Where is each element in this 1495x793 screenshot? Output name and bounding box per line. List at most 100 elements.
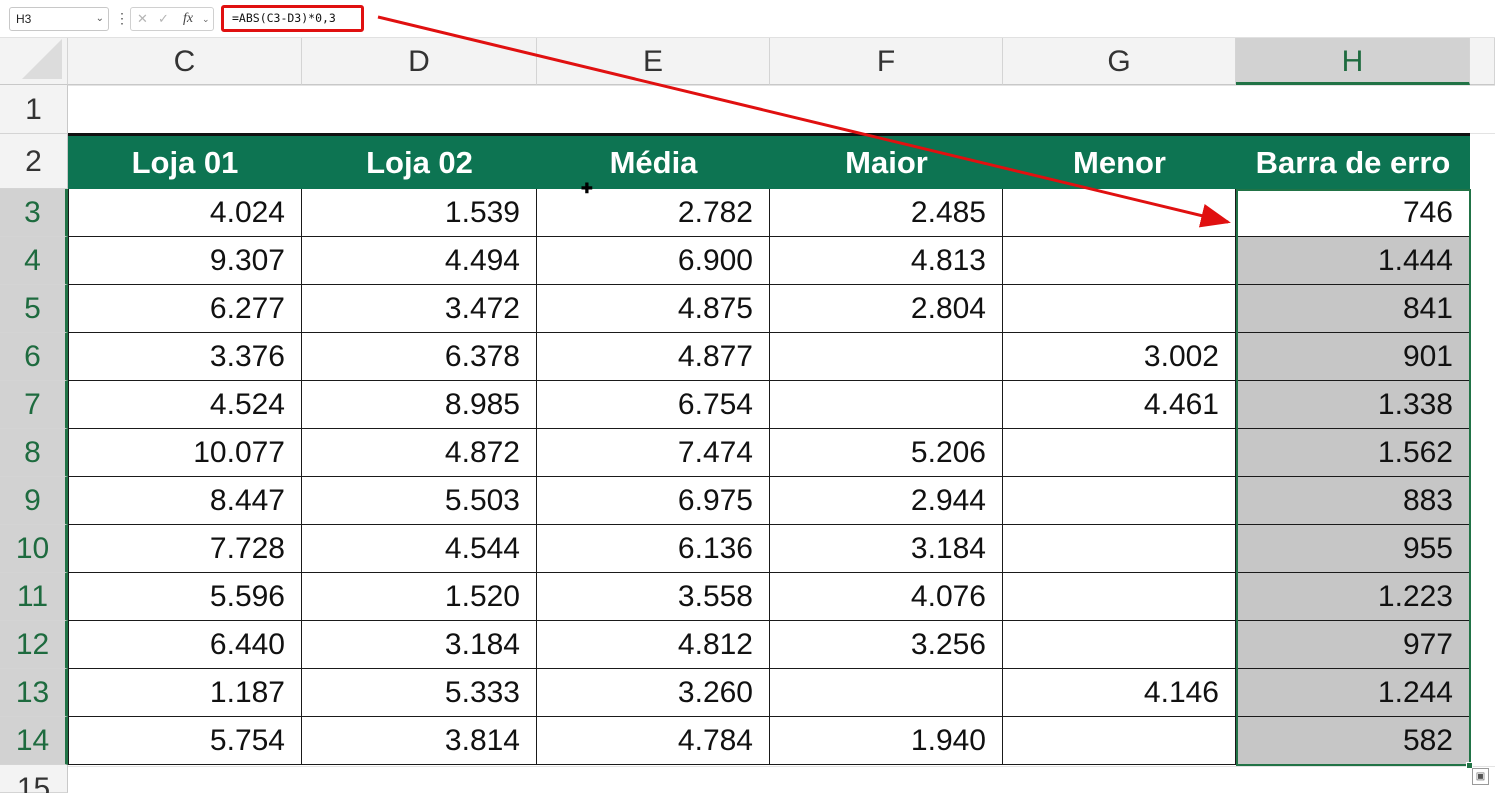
table-cell[interactable]: 4.524 [68, 381, 302, 429]
table-header-cell[interactable]: Barra de erro [1236, 136, 1470, 189]
table-cell[interactable]: 746 [1236, 189, 1470, 237]
table-cell[interactable]: 883 [1236, 477, 1470, 525]
table-cell[interactable]: 1.562 [1236, 429, 1470, 477]
table-cell[interactable] [1003, 621, 1236, 669]
table-cell[interactable]: 4.872 [302, 429, 537, 477]
column-header-e[interactable]: E [537, 38, 770, 85]
table-cell[interactable]: 7.728 [68, 525, 302, 573]
table-cell[interactable]: 4.024 [68, 189, 302, 237]
row-header-4[interactable]: 4 [0, 237, 68, 285]
table-cell[interactable] [770, 669, 1003, 717]
table-cell[interactable]: 4.494 [302, 237, 537, 285]
table-cell[interactable] [1003, 573, 1236, 621]
table-cell[interactable]: 1.539 [302, 189, 537, 237]
row-header-6[interactable]: 6 [0, 333, 68, 381]
table-cell[interactable]: 5.754 [68, 717, 302, 765]
table-cell[interactable]: 3.558 [537, 573, 770, 621]
table-cell[interactable]: 10.077 [68, 429, 302, 477]
table-header-cell[interactable]: Média [537, 136, 770, 189]
table-cell[interactable]: 2.944 [770, 477, 1003, 525]
table-cell[interactable]: 1.940 [770, 717, 1003, 765]
table-cell[interactable]: 5.503 [302, 477, 537, 525]
fill-handle[interactable] [1466, 762, 1473, 769]
table-cell[interactable]: 3.256 [770, 621, 1003, 669]
table-cell[interactable] [1003, 477, 1236, 525]
row-header-1[interactable]: 1 [0, 85, 68, 134]
table-cell[interactable]: 1.223 [1236, 573, 1470, 621]
column-header-next[interactable] [1470, 38, 1495, 85]
table-cell[interactable]: 5.333 [302, 669, 537, 717]
table-cell[interactable]: 3.260 [537, 669, 770, 717]
table-cell[interactable]: 4.877 [537, 333, 770, 381]
column-header-h[interactable]: H [1236, 38, 1470, 85]
chevron-down-icon[interactable]: ⌄ [95, 13, 104, 24]
table-cell[interactable]: 4.812 [537, 621, 770, 669]
formula-input[interactable] [221, 4, 1495, 34]
table-cell[interactable]: 1.244 [1236, 669, 1470, 717]
table-cell[interactable]: 4.146 [1003, 669, 1236, 717]
table-cell[interactable]: 9.307 [68, 237, 302, 285]
table-cell[interactable]: 6.378 [302, 333, 537, 381]
table-cell[interactable]: 5.206 [770, 429, 1003, 477]
table-cell[interactable]: 3.002 [1003, 333, 1236, 381]
table-cell[interactable]: 901 [1236, 333, 1470, 381]
table-cell[interactable]: 3.184 [770, 525, 1003, 573]
table-cell[interactable]: 6.136 [537, 525, 770, 573]
table-cell[interactable] [1003, 285, 1236, 333]
column-header-c[interactable]: C [68, 38, 302, 85]
table-cell[interactable]: 4.544 [302, 525, 537, 573]
table-cell[interactable]: 4.813 [770, 237, 1003, 285]
table-cell[interactable]: 7.474 [537, 429, 770, 477]
table-cell[interactable]: 4.076 [770, 573, 1003, 621]
row-header-14[interactable]: 14 [0, 717, 68, 765]
table-cell[interactable] [1003, 429, 1236, 477]
formula-text-highlight[interactable]: =ABS(C3-D3)*0,3 [221, 5, 364, 32]
column-header-f[interactable]: F [770, 38, 1003, 85]
table-cell[interactable]: 955 [1236, 525, 1470, 573]
table-cell[interactable]: 8.985 [302, 381, 537, 429]
table-cell[interactable]: 5.596 [68, 573, 302, 621]
chevron-down-icon[interactable]: ⌄ [202, 14, 210, 24]
table-cell[interactable]: 8.447 [68, 477, 302, 525]
cancel-icon[interactable]: ✕ [137, 11, 148, 26]
row-header-7[interactable]: 7 [0, 381, 68, 429]
row-header-3[interactable]: 3 [0, 189, 68, 237]
table-cell[interactable] [770, 381, 1003, 429]
column-header-g[interactable]: G [1003, 38, 1236, 85]
table-cell[interactable]: 3.472 [302, 285, 537, 333]
enter-icon[interactable]: ✓ [158, 11, 169, 26]
table-cell[interactable]: 977 [1236, 621, 1470, 669]
table-cell[interactable] [1003, 237, 1236, 285]
row-header-10[interactable]: 10 [0, 525, 68, 573]
insert-function-icon[interactable]: fx [183, 11, 194, 26]
row-header-9[interactable]: 9 [0, 477, 68, 525]
table-cell[interactable]: 3.184 [302, 621, 537, 669]
row-header-2[interactable]: 2 [0, 134, 68, 189]
table-cell[interactable]: 6.277 [68, 285, 302, 333]
table-cell[interactable]: 1.187 [68, 669, 302, 717]
table-cell[interactable]: 1.444 [1236, 237, 1470, 285]
table-cell[interactable]: 2.782 [537, 189, 770, 237]
table-cell[interactable]: 6.754 [537, 381, 770, 429]
table-cell[interactable]: 4.875 [537, 285, 770, 333]
table-header-cell[interactable]: Maior [770, 136, 1003, 189]
table-cell[interactable] [1003, 525, 1236, 573]
table-cell[interactable]: 6.975 [537, 477, 770, 525]
row-header-12[interactable]: 12 [0, 621, 68, 669]
select-all-corner[interactable] [0, 38, 68, 85]
table-cell[interactable] [1003, 717, 1236, 765]
row-header-8[interactable]: 8 [0, 429, 68, 477]
more-options-icon[interactable]: ⋮ [115, 10, 129, 26]
table-cell[interactable] [1003, 189, 1236, 237]
table-cell[interactable]: 841 [1236, 285, 1470, 333]
table-cell[interactable] [770, 333, 1003, 381]
table-cell[interactable]: 1.520 [302, 573, 537, 621]
table-header-cell[interactable]: Menor [1003, 136, 1236, 189]
table-cell[interactable]: 4.784 [537, 717, 770, 765]
column-header-d[interactable]: D [302, 38, 537, 85]
row-header-13[interactable]: 13 [0, 669, 68, 717]
row-header-15[interactable]: 15 [0, 765, 68, 793]
name-box[interactable]: H3 ⌄ [9, 7, 109, 31]
row-header-11[interactable]: 11 [0, 573, 68, 621]
table-cell[interactable]: 3.814 [302, 717, 537, 765]
